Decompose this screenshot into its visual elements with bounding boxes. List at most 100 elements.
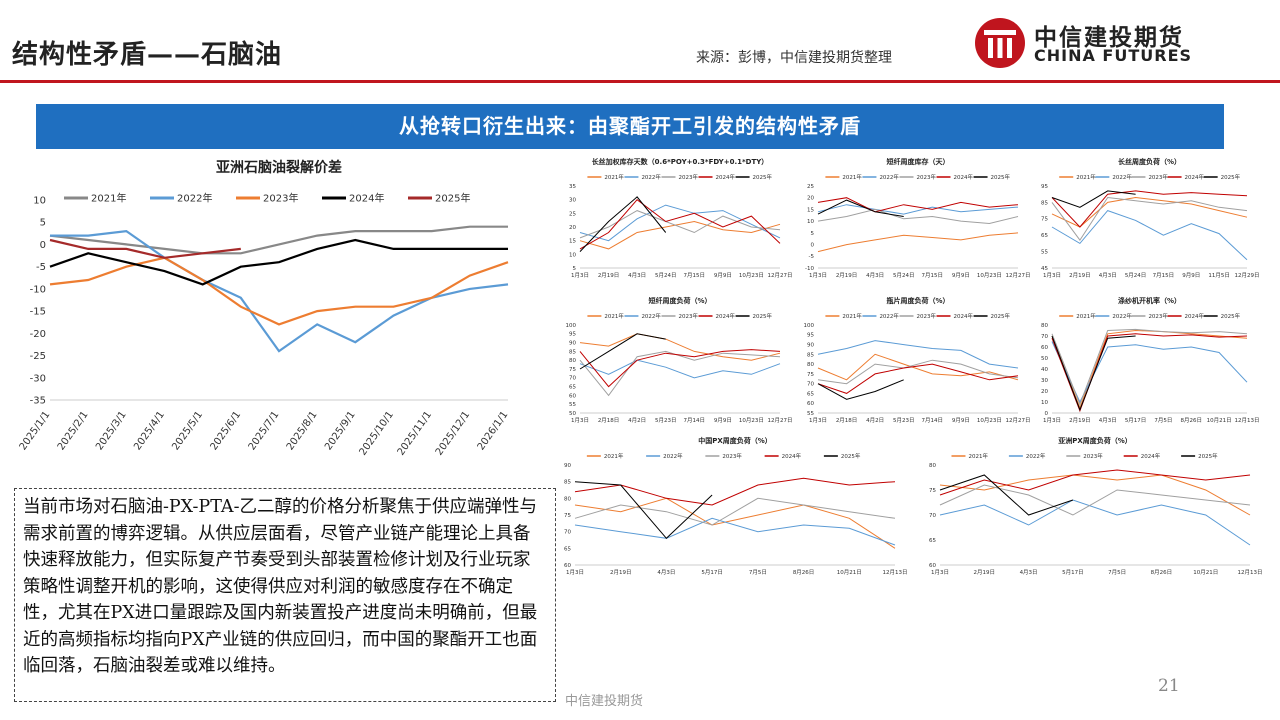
legend-label: 2025年	[1198, 452, 1218, 460]
x-tick-label: 2月19日	[598, 272, 620, 279]
footer-brand: 中信建投期货	[565, 694, 644, 709]
y-tick-label: 10	[33, 196, 46, 207]
y-tick-label: 20	[569, 225, 576, 231]
x-tick-label: 8月26日	[1151, 569, 1173, 576]
legend-label: 2025年	[1221, 173, 1241, 181]
series-line-2021年	[817, 353, 1019, 381]
y-tick-label: 70	[807, 382, 814, 388]
legend-label: 2022年	[641, 173, 661, 181]
legend-label: 2025年	[1221, 312, 1241, 320]
legend-label: 2023年	[1083, 452, 1103, 460]
y-tick-label: 65	[564, 546, 571, 552]
y-tick-label: 20	[1041, 389, 1048, 395]
series-line-2024年	[579, 349, 781, 388]
x-tick-label: 12月13日	[1235, 417, 1260, 424]
y-tick-label: 75	[807, 372, 814, 378]
legend-label: 2024年	[782, 452, 802, 460]
chart-title: 亚洲PX周度负荷（%）	[1058, 436, 1132, 445]
legend-label: 2025年	[991, 173, 1011, 181]
chart-0: 亚洲石脑油裂解价差 2021年 2022年 2023年 2024年 2025年 10 5 0 -5…	[18, 159, 511, 458]
chart-1: 长丝加权库存天数（0.6*POY+0.3*FDY+0.1*DTY） 2021年 20…	[569, 157, 793, 279]
x-tick-label: 2026/1/1	[476, 409, 511, 452]
y-tick-label: -5	[809, 254, 815, 260]
legend-label: 2023年	[1148, 312, 1168, 320]
legend-label: 2025年	[841, 452, 861, 460]
chart-4: 短纤周度负荷（%） 2021年 2022年 2023年 2024年 2025年 100 95 9…	[566, 296, 793, 424]
y-tick-label: 45	[1041, 266, 1048, 272]
x-tick-label: 1月3日	[571, 417, 589, 424]
y-tick-label: 15	[807, 207, 814, 213]
x-tick-label: 2月18日	[836, 417, 858, 424]
y-tick-label: 90	[807, 342, 814, 348]
x-tick-label: 2月19日	[1069, 417, 1091, 424]
legend-label: 2023年	[916, 173, 936, 181]
series-line-2023年	[579, 210, 781, 239]
naphtha-crack-spread-chart: 亚洲石脑油裂解价差 2021年 2022年 2023年 2024年 2025年 10 5 0 -5…	[18, 159, 511, 458]
y-tick-label: 80	[1041, 323, 1048, 329]
legend-label: 2025年	[753, 312, 773, 320]
x-tick-label: 1月3日	[931, 569, 949, 576]
x-tick-label: 2月19日	[610, 569, 632, 576]
legend-label: 2023年	[1148, 173, 1168, 181]
series-line-2025年	[574, 481, 713, 540]
x-tick-label: 2025/11/1	[396, 409, 434, 457]
x-tick-label: 12月27日	[768, 417, 793, 424]
y-tick-label: 55	[1041, 250, 1048, 256]
x-tick-label: 4月2日	[628, 417, 646, 424]
y-tick-label: 10	[569, 252, 576, 258]
series-line-2023年	[939, 484, 1251, 516]
x-tick-label: 10月23日	[739, 417, 764, 424]
x-tick-label: 2月19日	[974, 569, 996, 576]
series-line-2023年	[49, 256, 509, 326]
legend-label: 2024年	[716, 312, 736, 320]
x-tick-label: 1月3日	[809, 272, 827, 279]
x-tick-label: 12月27日	[768, 272, 793, 279]
chart-7: 中国PX周度负荷（%） 2021年 2022年 2023年 2024年 2025年 90 85…	[564, 436, 908, 576]
y-tick-label: 60	[929, 563, 936, 569]
legend-label: 2021年	[604, 452, 624, 460]
series-line-2022年	[579, 204, 781, 242]
x-tick-label: 10月21日	[837, 569, 862, 576]
series-line-2025年	[579, 333, 666, 370]
commentary-box: 当前市场对石脑油-PX-PTA-乙二醇的价格分析聚焦于供应端弹性与需求前置的博弈…	[14, 488, 556, 702]
x-tick-label: 5月24日	[1125, 272, 1147, 279]
y-tick-label: 60	[807, 401, 814, 407]
chart-title: 亚洲石脑油裂解价差	[216, 159, 342, 176]
series-line-2025年	[49, 238, 241, 259]
y-tick-label: -15	[30, 307, 46, 318]
chart-8: 亚洲PX周度负荷（%） 2021年 2022年 2023年 2024年 2025年 80 75…	[929, 436, 1263, 576]
x-tick-label: 4月2日	[866, 417, 884, 424]
x-tick-label: 2025/6/1	[209, 409, 244, 452]
section-banner: 从抢转口衍生出来：由聚酯开工引发的结构性矛盾	[36, 104, 1224, 149]
series-line-2021年	[817, 232, 1019, 253]
x-tick-label: 7月15日	[1153, 272, 1175, 279]
x-tick-label: 7月5日	[749, 569, 767, 576]
legend-label: 2021年	[604, 312, 624, 320]
y-tick-label: 25	[807, 184, 814, 190]
x-tick-label: 9月9日	[952, 417, 970, 424]
series-line-2025年	[1051, 190, 1136, 208]
y-tick-label: 80	[569, 358, 576, 364]
chart-title: 短纤周度库存（天）	[887, 157, 950, 166]
series-line-2022年	[1051, 341, 1248, 404]
chart-title: 短纤周度负荷（%）	[648, 296, 711, 305]
y-tick-label: -10	[30, 284, 46, 295]
page-title: 结构性矛盾——石脑油	[12, 40, 283, 70]
legend-label: 2023年	[263, 192, 298, 205]
x-tick-label: 1月3日	[1043, 417, 1061, 424]
legend-label: 2022年	[1026, 452, 1046, 460]
series-line-2024年	[817, 363, 1019, 394]
chart-title: 长丝加权库存天数（0.6*POY+0.3*FDY+0.1*DTY）	[592, 157, 769, 166]
series-line-2024年	[574, 477, 896, 506]
x-tick-label: 2025/7/1	[247, 409, 282, 452]
series-line-2024年	[579, 199, 781, 250]
y-tick-label: 0	[1045, 411, 1049, 417]
series-line-2023年	[574, 497, 896, 526]
x-tick-label: 10月23日	[739, 272, 764, 279]
logo-emblem-icon	[975, 18, 1025, 68]
legend-label: 2024年	[1141, 452, 1161, 460]
y-tick-label: 20	[807, 196, 814, 202]
series-line-2025年	[939, 474, 1074, 516]
x-tick-label: 2025/8/1	[285, 409, 320, 452]
y-tick-label: 75	[564, 513, 571, 519]
